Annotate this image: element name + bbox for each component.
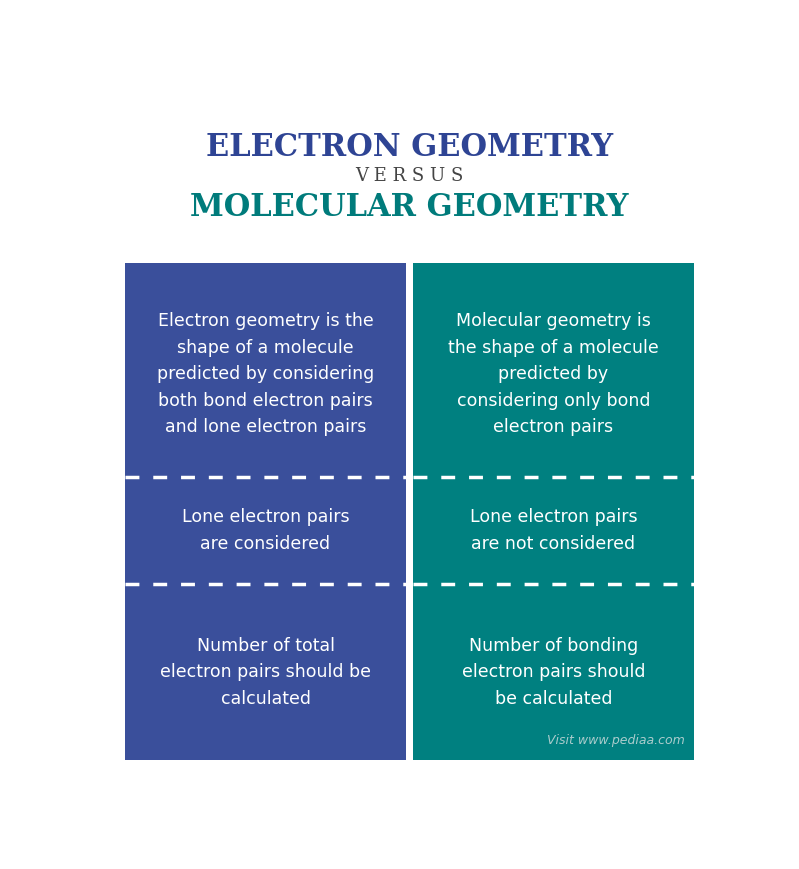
Text: V E R S U S: V E R S U S [356,167,463,185]
Text: Molecular geometry is
the shape of a molecule
predicted by
considering only bond: Molecular geometry is the shape of a mol… [448,312,659,436]
Text: MOLECULAR GEOMETRY: MOLECULAR GEOMETRY [190,193,629,223]
Bar [125,477,407,584]
Text: Number of bonding
electron pairs should
be calculated: Number of bonding electron pairs should … [462,637,646,707]
Bar [125,271,407,477]
Bar [412,477,694,584]
Bar [125,584,407,760]
Text: ELECTRON GEOMETRY: ELECTRON GEOMETRY [206,132,613,163]
Text: Visit www.pediaa.com: Visit www.pediaa.com [547,733,685,746]
Bar [412,584,694,760]
Text: Lone electron pairs
are considered: Lone electron pairs are considered [181,508,349,553]
Text: Lone electron pairs
are not considered: Lone electron pairs are not considered [470,508,638,553]
Bar [412,271,694,477]
Text: Number of total
electron pairs should be
calculated: Number of total electron pairs should be… [160,637,371,707]
Bar [412,262,694,271]
Text: Electron geometry is the
shape of a molecule
predicted by considering
both bond : Electron geometry is the shape of a mole… [157,312,374,436]
Bar [125,262,407,271]
